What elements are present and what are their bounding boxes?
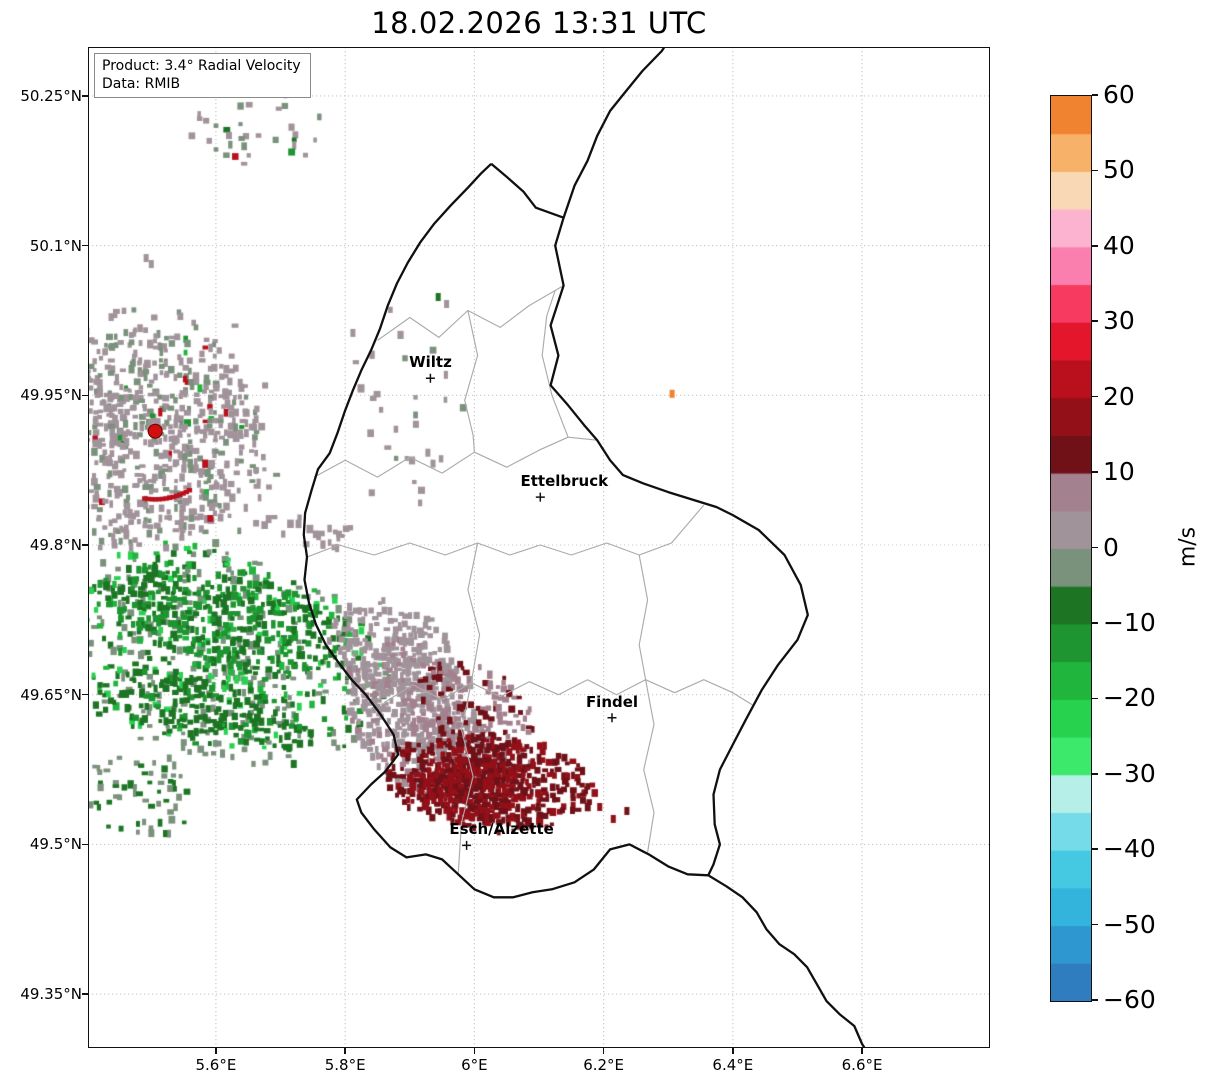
district-border (383, 679, 753, 706)
colorbar-tickmark (1091, 999, 1098, 1001)
y-axis-tickmark (82, 95, 88, 97)
y-axis-tick-label: 49.8°N (29, 536, 82, 554)
colorbar-tickmark (1091, 245, 1098, 247)
y-axis-tickmark (82, 843, 88, 846)
colorbar-tickmark (1091, 772, 1098, 775)
y-axis-tickmark (82, 693, 88, 696)
country-border-belgium-germany (562, 47, 666, 219)
y-axis-tick-label: 49.5°N (29, 835, 82, 854)
colorbar-tick-label: 60 (1103, 80, 1135, 109)
city-label: Ettelbruck (520, 472, 609, 491)
city-marker (607, 713, 617, 723)
colorbar-tickmark (1091, 848, 1098, 850)
colorbar-tickmark (1091, 471, 1098, 473)
colorbar-tickmark (1091, 169, 1098, 172)
radar-site-dot (147, 423, 163, 439)
district-border (377, 285, 564, 341)
x-axis-tick-label: 6°E (461, 1056, 488, 1074)
x-axis-tickmark (732, 1048, 734, 1054)
colorbar-tick-label: 10 (1103, 457, 1135, 487)
city-label: Findel (585, 692, 639, 711)
district-border (541, 290, 569, 438)
x-axis-tick-label: 5.8°E (324, 1056, 366, 1074)
district-border (638, 554, 649, 680)
x-axis-tickmark (861, 1048, 863, 1054)
colorbar-unit-label: m/s (1175, 526, 1201, 568)
city-label: Wiltz (409, 353, 452, 372)
district-border (306, 504, 705, 558)
borders-layer (147, 47, 867, 1048)
y-axis-tick-label: 49.95°N (20, 386, 82, 405)
colorbar-tickmark (1091, 697, 1098, 700)
colorbar-tick-label: −50 (1103, 909, 1156, 939)
data-source-line: Data: RMIB (102, 76, 181, 93)
x-axis-tick-label: 6.4°E (712, 1056, 754, 1074)
colorbar-tick-label: −20 (1103, 683, 1156, 713)
y-axis-tick-label: 49.35°N (20, 985, 82, 1004)
country-border-luxembourg (302, 162, 809, 899)
product-info-box: Product: 3.4° Radial Velocity Data: RMIB (94, 53, 311, 99)
x-axis-tick-label: 5.6°E (195, 1056, 237, 1074)
colorbar-tickmark (1091, 923, 1098, 926)
city-marker (462, 840, 472, 850)
y-axis-tickmark (82, 993, 88, 995)
x-axis-tickmark (215, 1048, 217, 1054)
city-label: Esch/Alzette (449, 820, 554, 839)
figure-title: 18.02.2026 13:31 UTC (371, 6, 707, 40)
district-border (643, 679, 655, 853)
product-line: Product: 3.4° Radial Velocity (102, 58, 301, 74)
x-axis-tick-label: 6.6°E (841, 1056, 883, 1074)
colorbar-tick-label: −40 (1103, 834, 1156, 864)
x-axis-tickmark (344, 1048, 346, 1054)
colorbar-tick-label: 20 (1103, 381, 1135, 411)
colorbar-tickmark (1091, 395, 1098, 398)
colorbar-gradient (1050, 95, 1092, 1002)
city-marker (425, 373, 435, 383)
colorbar-tick-label: −60 (1103, 985, 1156, 1014)
x-axis-tickmark (602, 1048, 605, 1054)
x-axis-tickmark (473, 1048, 476, 1054)
y-axis-tickmark (82, 394, 88, 397)
colorbar-tick-label: 50 (1103, 155, 1135, 185)
colorbar-tick-label: 30 (1103, 306, 1135, 336)
colorbar-tick-label: 0 (1103, 532, 1119, 562)
colorbar-tickmark (1091, 94, 1098, 96)
district-border (467, 542, 481, 683)
y-axis-tick-label: 50.1°N (29, 236, 82, 255)
colorbar-tickmark (1091, 320, 1098, 323)
radar-data-layer (88, 47, 990, 1048)
city-marker (535, 492, 545, 502)
y-axis-tickmark (82, 244, 88, 247)
district-border (464, 310, 479, 453)
colorbar-tickmark (1091, 622, 1098, 624)
colorbar-tick-label: 40 (1103, 230, 1135, 260)
colorbar-tick-label: −30 (1103, 758, 1156, 788)
colorbar-tick-label: −10 (1103, 607, 1156, 637)
district-border (313, 436, 598, 478)
district-border (457, 682, 474, 875)
y-axis-tick-label: 49.65°N (20, 685, 82, 704)
x-axis-tick-label: 6.2°E (583, 1056, 625, 1074)
y-axis-tick-label: 50.25°N (20, 86, 82, 105)
colorbar-tickmark (1091, 546, 1098, 549)
country-border-france-germany (707, 874, 867, 1048)
y-axis-tickmark (82, 544, 88, 546)
